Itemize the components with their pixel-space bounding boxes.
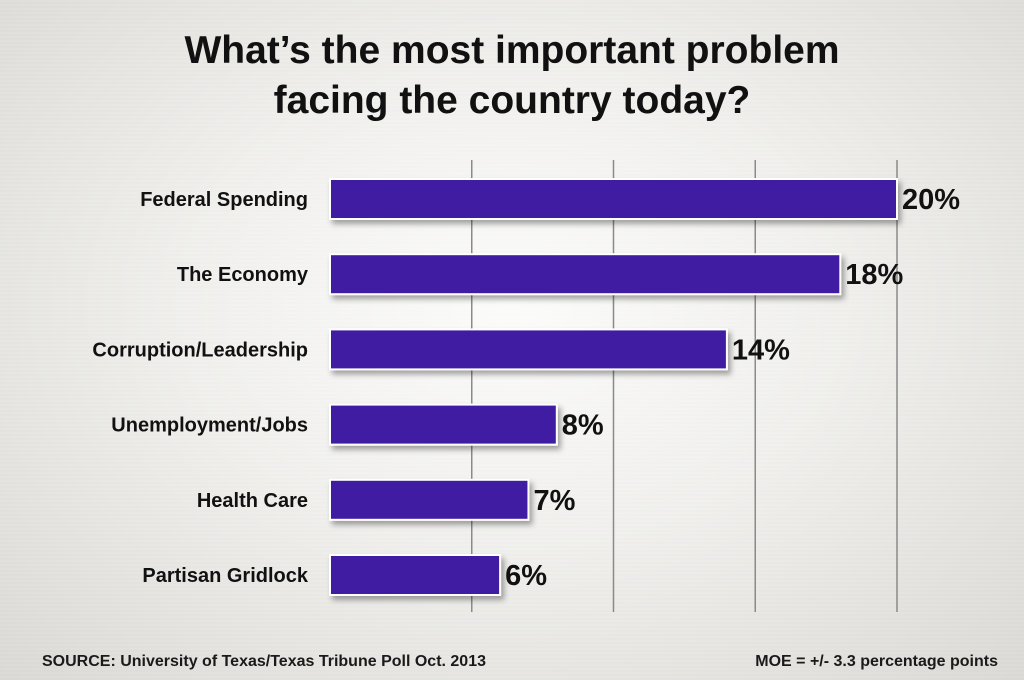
category-label-1: Federal Spending (140, 189, 308, 211)
value-labels: 20% 18% 14% 8% 7% 6% (505, 184, 960, 592)
category-label-3: Corruption/Leadership (92, 339, 308, 361)
value-label-6: 6% (505, 560, 547, 592)
bar-4 (329, 403, 558, 446)
gridlines (471, 160, 898, 612)
value-label-3: 14% (732, 334, 790, 366)
value-label-2: 18% (845, 259, 903, 291)
bar-6 (329, 554, 502, 596)
bars (329, 178, 898, 596)
chart-title-line-2: facing the country today? (273, 79, 751, 122)
value-label-5: 7% (533, 485, 575, 517)
value-label-4: 8% (562, 410, 604, 442)
chart-title-line-1: What’s the most important problem (184, 29, 840, 72)
bar-3 (329, 328, 728, 371)
bar-1 (329, 178, 898, 220)
bar-2 (329, 253, 842, 296)
margin-of-error-note: MOE = +/- 3.3 percentage points (755, 653, 998, 670)
source-note: SOURCE: University of Texas/Texas Tribun… (42, 653, 486, 670)
category-label-5: Health Care (197, 490, 308, 512)
category-label-4: Unemployment/Jobs (111, 415, 308, 437)
bar-5 (329, 478, 530, 521)
category-label-6: Partisan Gridlock (142, 565, 308, 587)
chart-title: What’s the most important problem facing… (0, 26, 1024, 126)
value-label-1: 20% (902, 184, 960, 216)
category-labels: Federal Spending The Economy Corruption/Le… (92, 189, 308, 587)
category-label-2: The Economy (177, 264, 309, 286)
